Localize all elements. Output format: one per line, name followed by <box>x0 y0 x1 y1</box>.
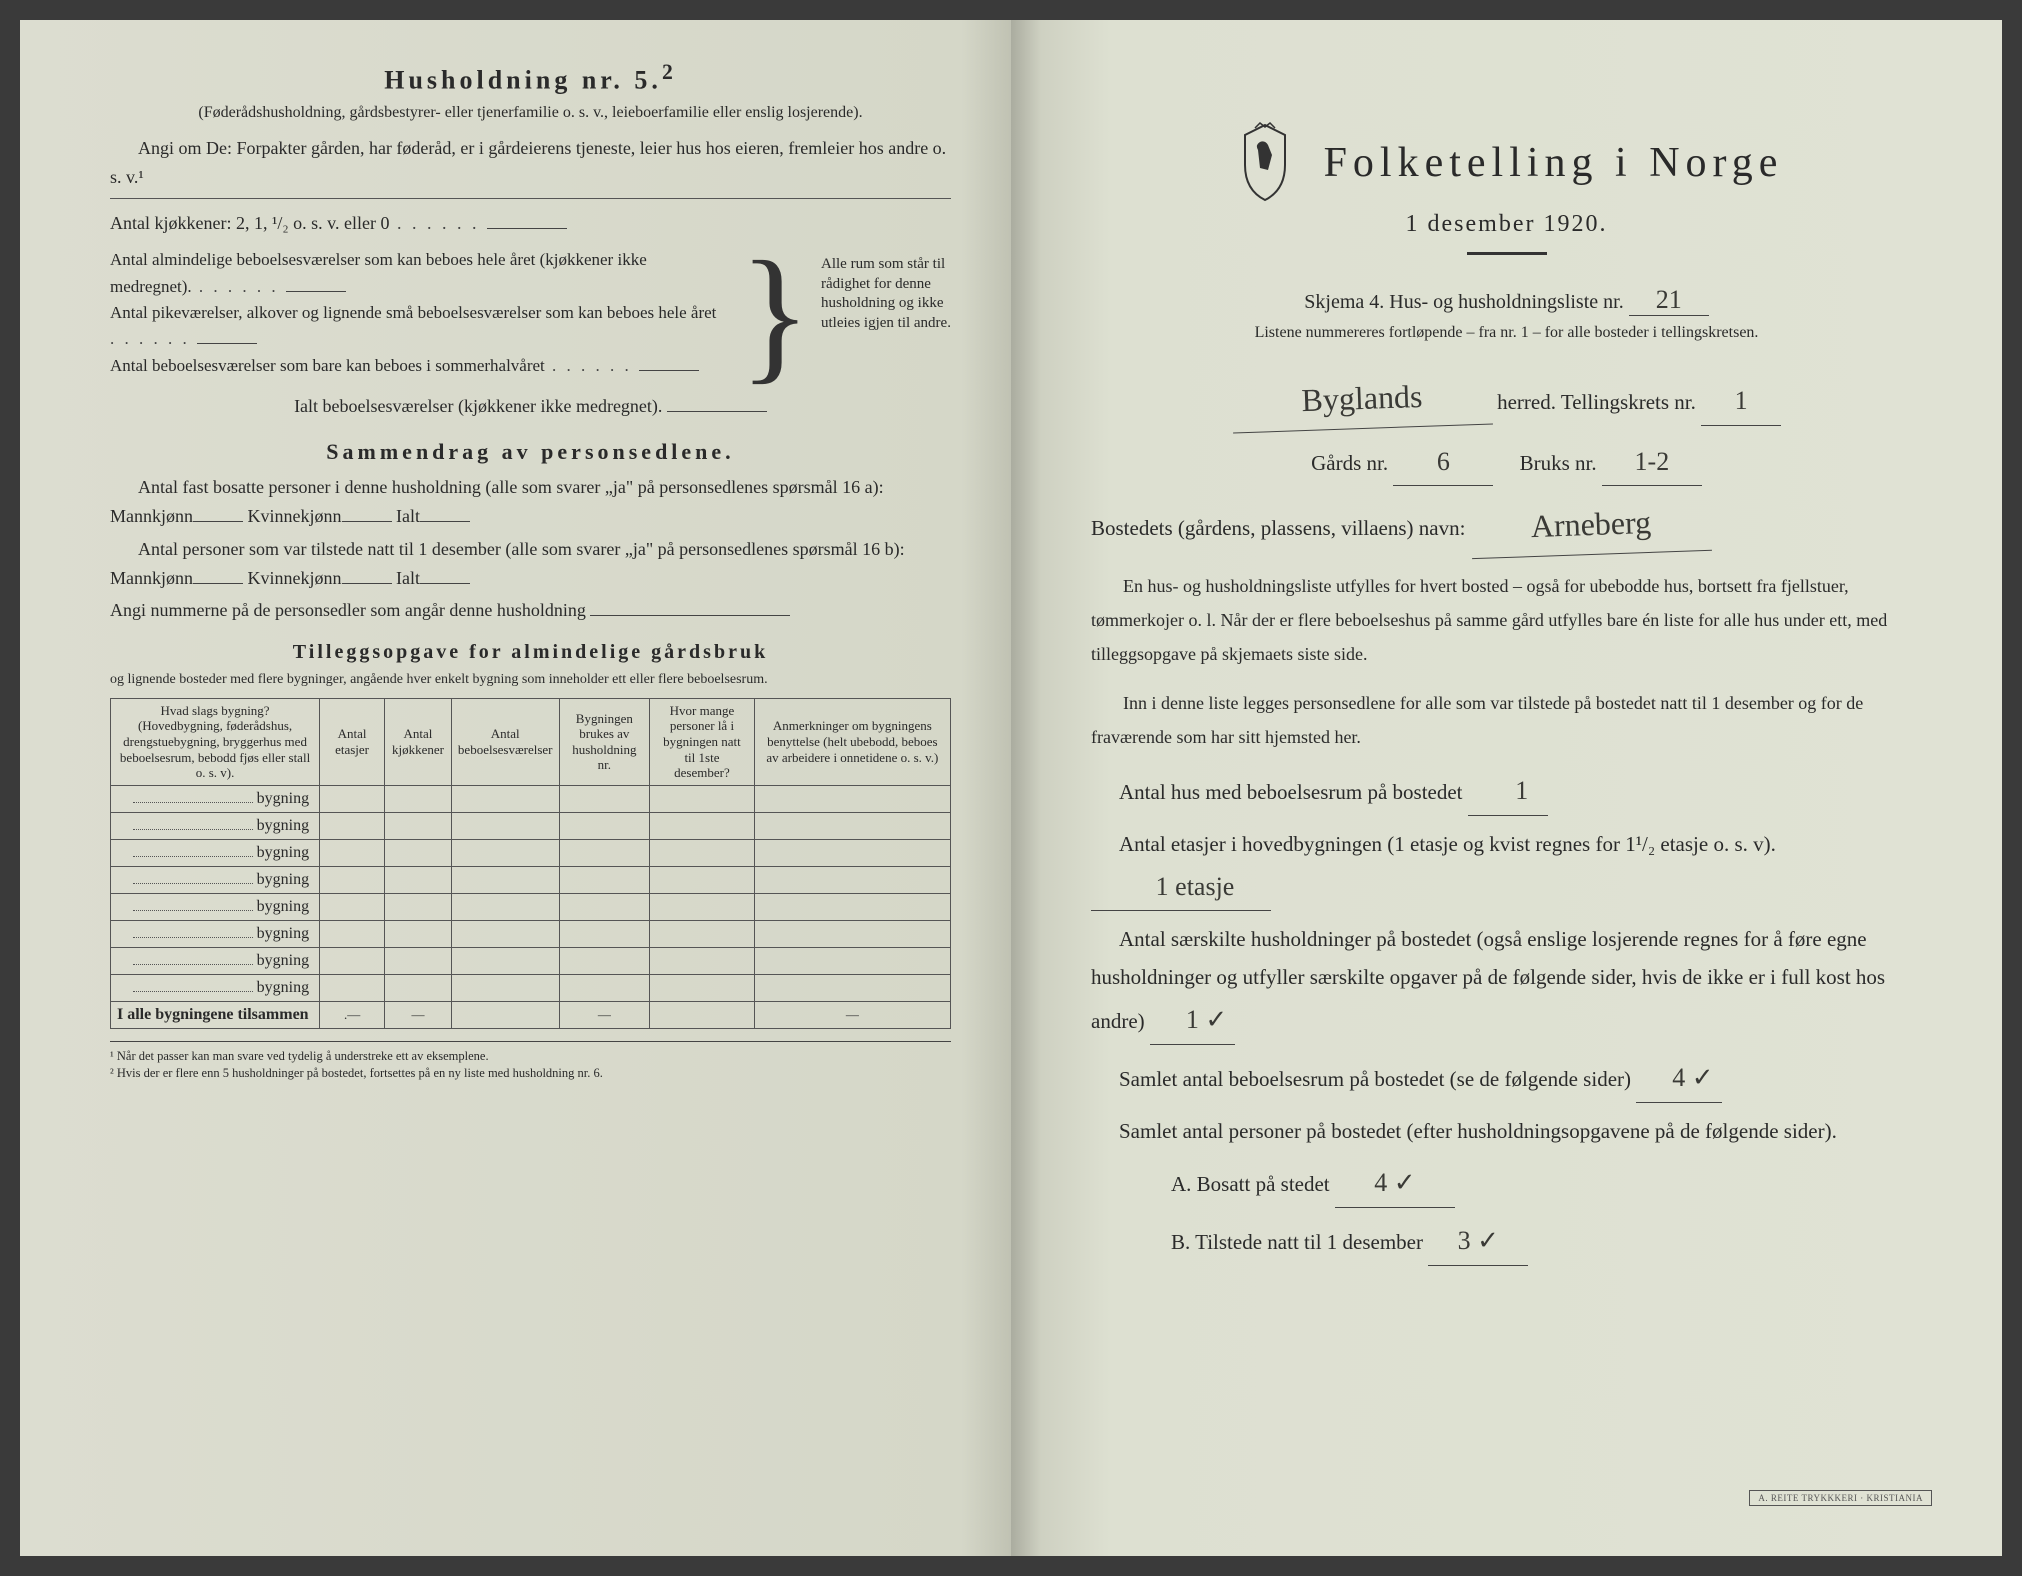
brace-line-1: Antal almindelige beboelsesværelser som … <box>110 247 729 300</box>
th-remarks: Anmerkninger om bygningens benyttelse (h… <box>754 698 950 785</box>
summary-p1: Antal fast bosatte personer i denne hush… <box>110 473 951 531</box>
instructions-2: Inn i denne liste legges personsedlene f… <box>1091 686 1922 754</box>
summary-p2: Antal personer som var tilstede natt til… <box>110 535 951 593</box>
footnote-1: ¹ Når det passer kan man svare ved tydel… <box>110 1048 951 1066</box>
q2: Antal etasjer i hovedbygningen (1 etasje… <box>1091 826 1922 912</box>
qB-value: 3 ✓ <box>1428 1218 1528 1266</box>
th-rooms: Antal beboelsesværelser <box>451 698 559 785</box>
q3-value: 1 ✓ <box>1150 997 1235 1045</box>
qB: B. Tilstede natt til 1 desember 3 ✓ <box>1091 1218 1922 1266</box>
q3: Antal særskilte husholdninger på bostede… <box>1091 921 1922 1044</box>
page-fold <box>1011 20 1041 1556</box>
table-row: bygning <box>111 839 951 866</box>
schema-line: Skjema 4. Hus- og husholdningsliste nr. … <box>1091 285 1922 316</box>
table-row: bygning <box>111 947 951 974</box>
heading-sup: 2 <box>662 60 677 84</box>
th-household: Bygningen brukes av husholdning nr. <box>559 698 650 785</box>
krets-nr: 1 <box>1701 378 1781 426</box>
th-type: Hvad slags bygning? (Hovedbygning, føder… <box>111 698 320 785</box>
bosted-line: Bostedets (gårdens, plassens, villaens) … <box>1091 496 1922 555</box>
qA: A. Bosatt på stedet 4 ✓ <box>1091 1160 1922 1208</box>
ialt-line: Ialt beboelsesværelser (kjøkkener ikke m… <box>110 392 951 421</box>
brace-line-3: Antal beboelsesværelser som bare kan beb… <box>110 353 729 379</box>
sum-label: I alle bygningene tilsammen <box>111 1001 320 1028</box>
th-floors: Antal etasjer <box>320 698 385 785</box>
coat-of-arms-icon <box>1230 120 1300 205</box>
title-date: 1 desember 1920. <box>1091 211 1922 238</box>
table-row: bygning <box>111 785 951 812</box>
q4: Samlet antal beboelsesrum på bostedet (s… <box>1091 1055 1922 1103</box>
bosted-value: Arneberg <box>1470 492 1712 559</box>
table-header-row: Hvad slags bygning? (Hovedbygning, føder… <box>111 698 951 785</box>
household-heading: Husholdning nr. 5.2 <box>110 60 951 96</box>
table-row: bygning <box>111 920 951 947</box>
sub-description-1: (Føderådshusholdning, gårdsbestyrer- ell… <box>110 102 951 124</box>
tillegg-sub: og lignende bosteder med flere bygninger… <box>110 670 951 690</box>
curly-brace-icon: } <box>739 247 811 382</box>
table-row: bygning <box>111 893 951 920</box>
footnote-2: ² Hvis der er flere enn 5 husholdninger … <box>110 1065 951 1083</box>
bruk-nr: 1-2 <box>1602 439 1702 487</box>
printer-stamp: A. REITE TRYKKKERI · KRISTIANIA <box>1749 1490 1932 1506</box>
table-row: bygning <box>111 866 951 893</box>
building-table: Hvad slags bygning? (Hovedbygning, føder… <box>110 698 951 1029</box>
right-page: Folketelling i Norge 1 desember 1920. Sk… <box>1011 20 2002 1556</box>
heading-text: Husholdning nr. 5. <box>384 66 662 95</box>
herred-line: Byglands herred. Tellingskrets nr. 1 <box>1091 370 1922 429</box>
kitchens-line: Antal kjøkkener: 2, 1, ¹/₂ o. s. v. elle… <box>110 209 951 238</box>
left-page: Husholdning nr. 5.2 (Føderådshusholdning… <box>20 20 1011 1556</box>
kitchens-label: Antal kjøkkener: 2, 1, ¹/₂ o. s. v. elle… <box>110 213 389 233</box>
schema-nr: 21 <box>1629 285 1709 316</box>
title-block: Folketelling i Norge 1 desember 1920. <box>1091 120 1922 255</box>
document-spread: Husholdning nr. 5.2 (Føderådshusholdning… <box>20 20 2002 1556</box>
tillegg-title: Tilleggsopgave for almindelige gårdsbruk <box>110 641 951 664</box>
table-row: bygning <box>111 812 951 839</box>
q5: Samlet antal personer på bostedet (efter… <box>1091 1113 1922 1151</box>
table-sum-row: I alle bygningene tilsammen .———— <box>111 1001 951 1028</box>
summary-title: Sammendrag av personsedlene. <box>110 439 951 465</box>
brace-line-2: Antal pikeværelser, alkover og lignende … <box>110 300 729 353</box>
q1-value: 1 <box>1468 768 1548 816</box>
table-row: bygning <box>111 974 951 1001</box>
title-rule <box>1467 252 1547 255</box>
herred-value: Byglands <box>1231 365 1493 433</box>
th-kitchens: Antal kjøkkener <box>385 698 452 785</box>
q2-value: 1 etasje <box>1091 864 1271 912</box>
q1: Antal hus med beboelsesrum på bostedet 1 <box>1091 768 1922 816</box>
main-title: Folketelling i Norge <box>1324 139 1784 187</box>
numbering-note: Listene nummereres fortløpende – fra nr.… <box>1091 324 1922 342</box>
brace-note: Alle rum som står til rådighet for denne… <box>821 247 951 382</box>
q4-value: 4 ✓ <box>1636 1055 1721 1103</box>
gard-line: Gårds nr. 6 Bruks nr. 1-2 <box>1091 439 1922 487</box>
rooms-block: Antal almindelige beboelsesværelser som … <box>110 247 951 382</box>
footnotes: ¹ Når det passer kan man svare ved tydel… <box>110 1041 951 1083</box>
instructions-1: En hus- og husholdningsliste utfylles fo… <box>1091 569 1922 672</box>
qA-value: 4 ✓ <box>1335 1160 1455 1208</box>
th-persons: Hvor mange personer lå i bygningen natt … <box>650 698 755 785</box>
summary-p3: Angi nummerne på de personsedler som ang… <box>110 596 951 625</box>
sub-description-2: Angi om De: Forpakter gården, har føderå… <box>110 134 951 192</box>
gard-nr: 6 <box>1393 439 1493 487</box>
